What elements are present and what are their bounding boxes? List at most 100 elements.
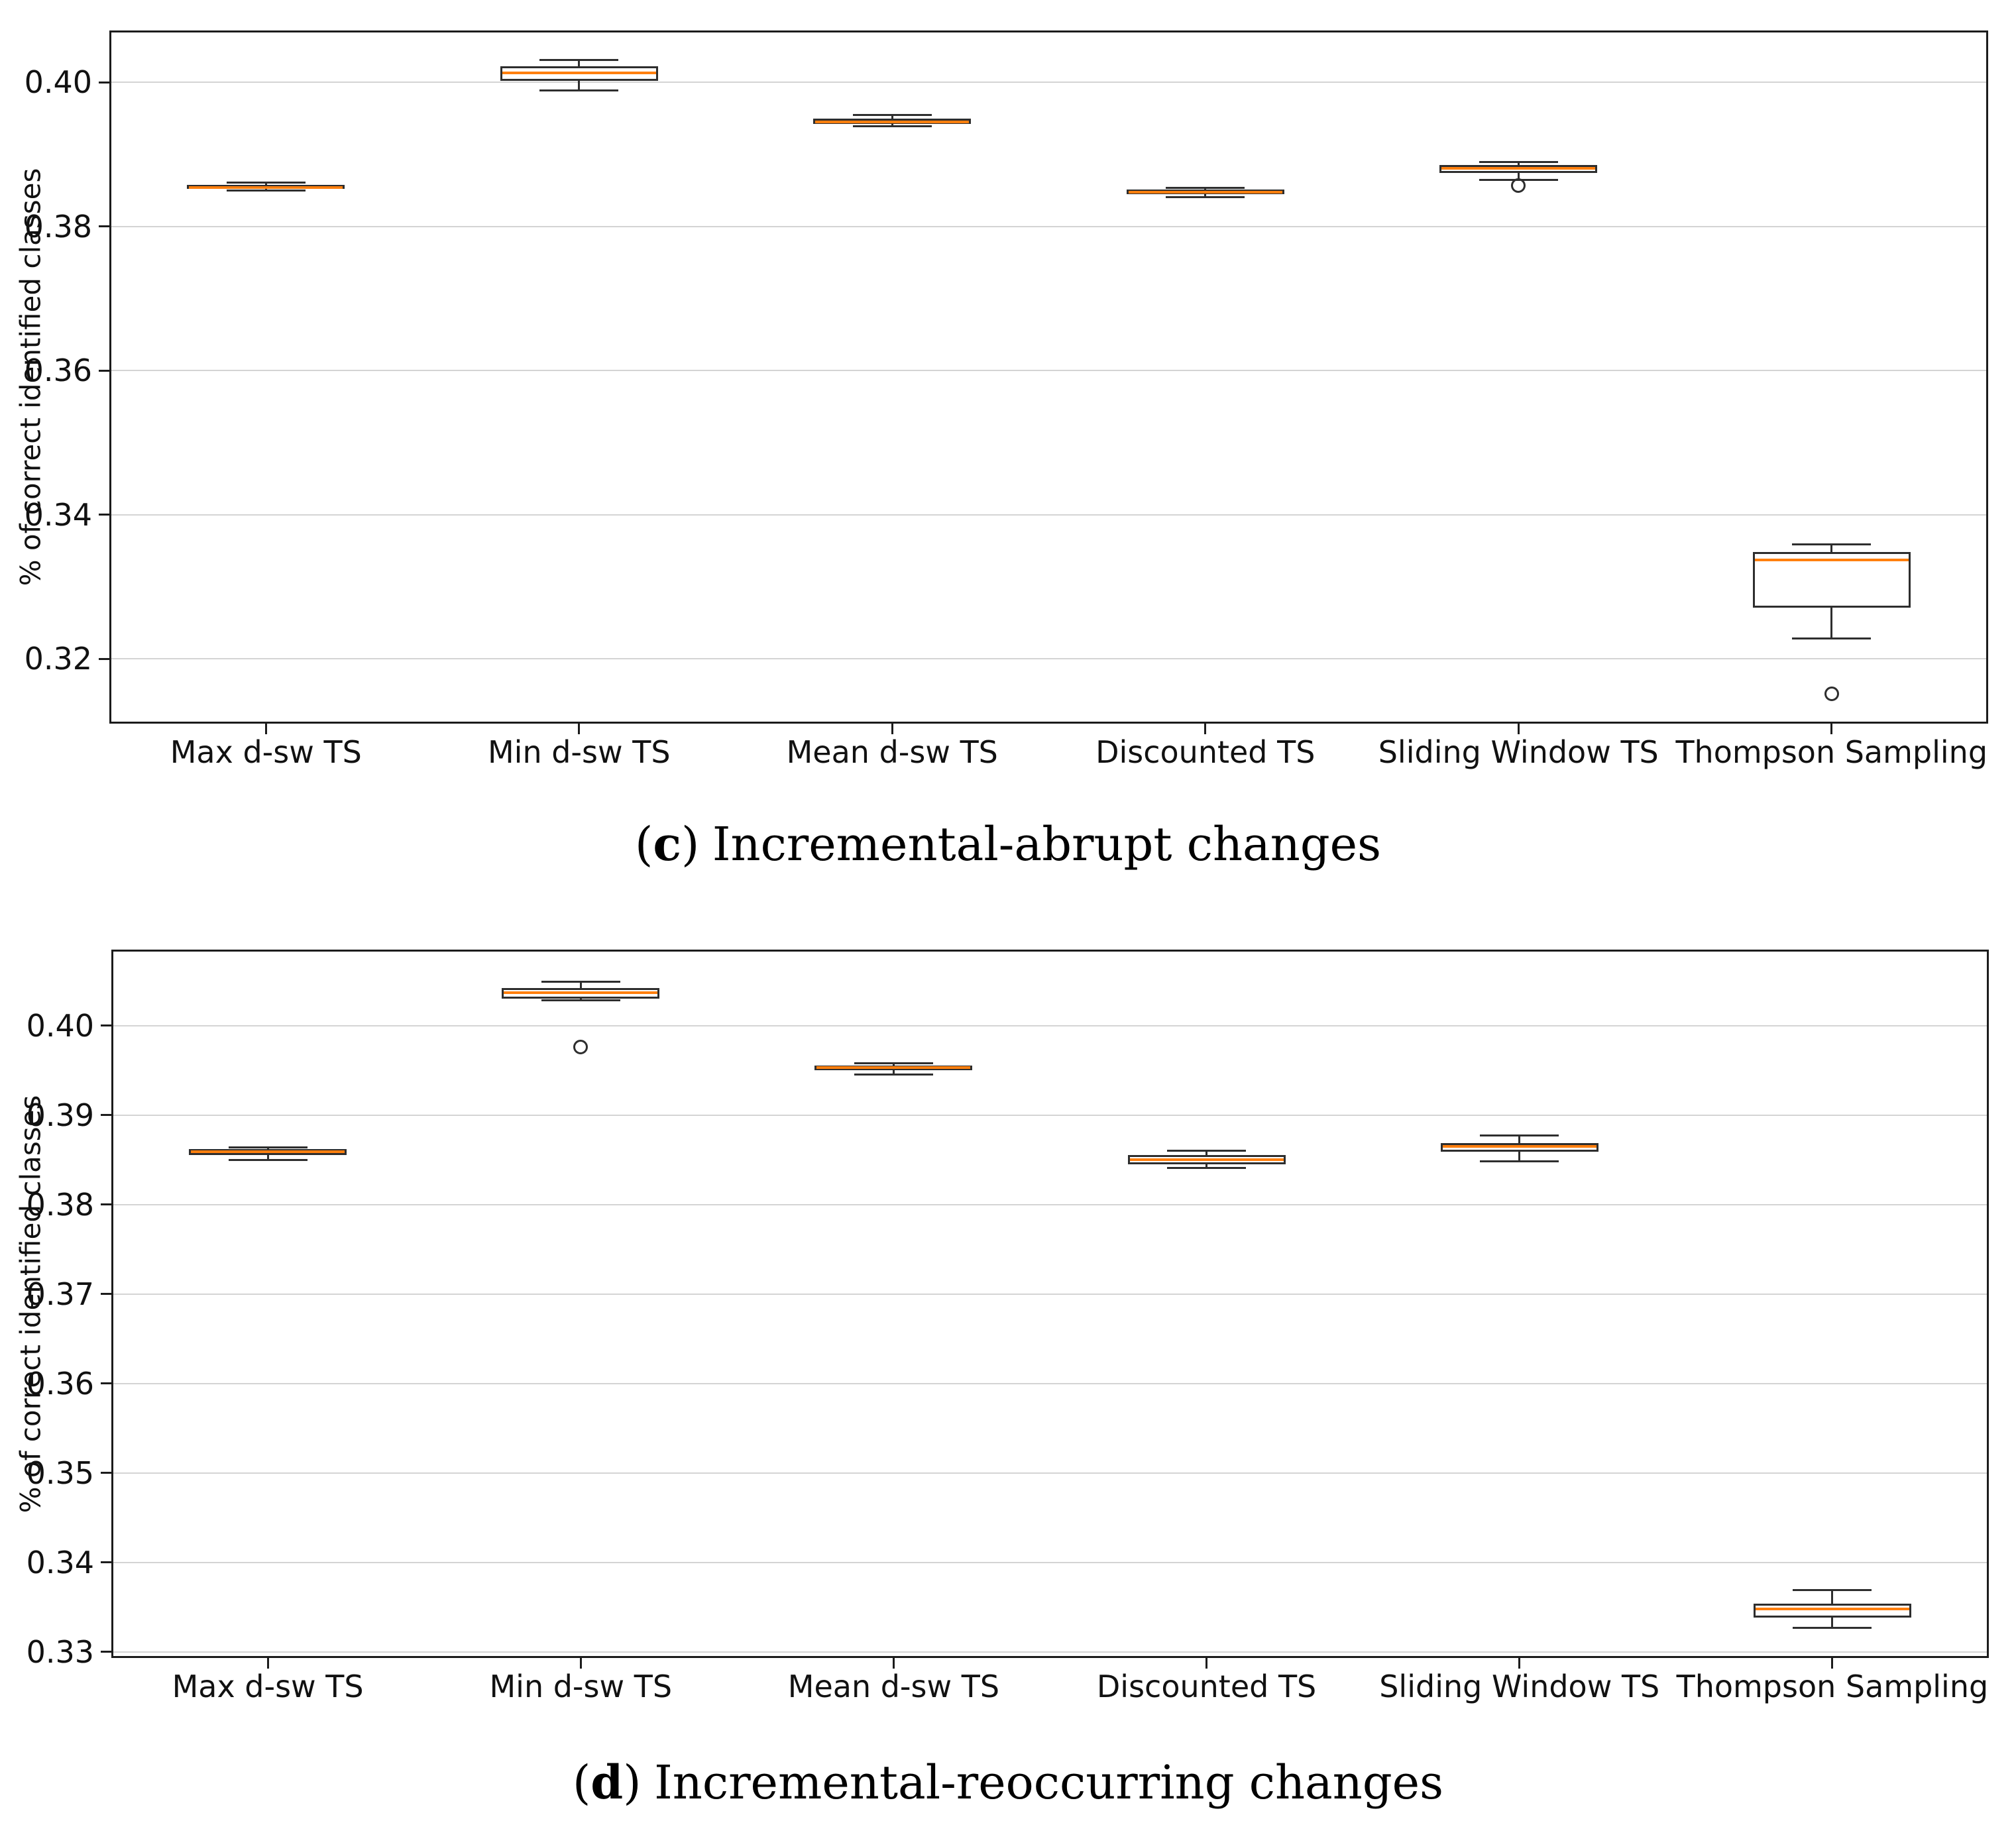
y-tick-label-d-0.38: 0.38 <box>26 1186 94 1223</box>
whisker-cap-lower-d-mean-d-sw-ts <box>854 1074 933 1076</box>
y-tick-label-c-0.32: 0.32 <box>24 641 92 677</box>
gridline-d-0.38 <box>113 1203 1987 1205</box>
gridline-c-0.34 <box>111 514 1986 516</box>
caption-d-close-paren: ) <box>623 1755 642 1810</box>
whisker-upper-d-thompson-sampling <box>1831 1590 1834 1604</box>
whisker-upper-c-max-d-sw-ts <box>264 182 267 185</box>
gridline-c-0.32 <box>111 658 1986 660</box>
y-tick-d-0.39 <box>101 1114 111 1117</box>
whisker-lower-c-min-d-sw-ts <box>578 81 581 91</box>
x-tick-d-min-d-sw-ts <box>579 1658 582 1669</box>
whisker-cap-lower-d-discounted-ts <box>1167 1166 1247 1169</box>
x-tick-c-discounted-ts <box>1204 724 1207 734</box>
caption-c-close-paren: ) <box>681 817 700 871</box>
whisker-cap-lower-d-thompson-sampling <box>1793 1626 1872 1629</box>
y-tick-d-0.37 <box>101 1293 111 1296</box>
whisker-cap-lower-d-min-d-sw-ts <box>541 999 620 1002</box>
whisker-cap-lower-c-discounted-ts <box>1166 195 1245 198</box>
caption-panel-d: (d) Incremental-reoccurring changes <box>0 1755 2016 1810</box>
y-tick-label-c-0.36: 0.36 <box>24 353 92 389</box>
gridline-d-0.37 <box>113 1293 1987 1295</box>
whisker-cap-upper-d-min-d-sw-ts <box>541 981 620 983</box>
whisker-upper-c-mean-d-sw-ts <box>891 115 893 119</box>
y-tick-c-0.34 <box>99 514 109 516</box>
gridline-c-0.40 <box>111 82 1986 83</box>
whisker-cap-upper-c-min-d-sw-ts <box>539 59 619 62</box>
whisker-cap-upper-c-thompson-sampling <box>1792 543 1872 545</box>
gridline-c-0.38 <box>111 225 1986 227</box>
x-tick-d-mean-d-sw-ts <box>892 1658 895 1669</box>
gridline-d-0.34 <box>113 1561 1987 1563</box>
x-tick-label-c-max-d-sw-ts: Max d-sw TS <box>170 734 362 770</box>
whisker-lower-c-discounted-ts <box>1204 193 1207 197</box>
gridline-d-0.40 <box>113 1024 1987 1026</box>
x-tick-c-thompson-sampling <box>1830 724 1833 734</box>
median-d-discounted-ts <box>1129 1158 1284 1162</box>
median-d-sliding-window-ts <box>1442 1144 1596 1148</box>
whisker-cap-lower-c-min-d-sw-ts <box>539 89 619 91</box>
whisker-lower-c-mean-d-sw-ts <box>891 124 893 127</box>
plot-area-panel-d <box>111 950 1989 1658</box>
y-tick-d-0.35 <box>101 1472 111 1474</box>
plot-area-panel-c <box>109 30 1988 724</box>
y-tick-label-c-0.34: 0.34 <box>24 496 92 533</box>
y-tick-label-d-0.35: 0.35 <box>26 1455 94 1491</box>
whisker-cap-lower-c-max-d-sw-ts <box>226 189 306 192</box>
caption-panel-c: (c) Incremental-abrupt changes <box>0 816 2016 871</box>
y-tick-c-0.40 <box>99 81 109 83</box>
whisker-upper-d-sliding-window-ts <box>1518 1135 1521 1143</box>
outlier-c-thompson-sampling-0 <box>1824 687 1839 702</box>
median-c-max-d-sw-ts <box>189 186 343 190</box>
y-tick-label-d-0.39: 0.39 <box>26 1097 94 1133</box>
median-d-min-d-sw-ts <box>504 991 658 994</box>
x-tick-c-sliding-window-ts <box>1517 724 1520 734</box>
median-d-max-d-sw-ts <box>191 1150 345 1154</box>
x-tick-label-d-sliding-window-ts: Sliding Window TS <box>1379 1669 1660 1704</box>
y-tick-d-0.34 <box>101 1561 111 1564</box>
y-tick-d-0.38 <box>101 1203 111 1206</box>
x-tick-c-max-d-sw-ts <box>264 724 267 734</box>
box-d-thompson-sampling <box>1753 1603 1911 1618</box>
whisker-cap-lower-d-sliding-window-ts <box>1480 1160 1559 1163</box>
caption-d-open-paren: ( <box>572 1755 591 1810</box>
whisker-cap-upper-c-sliding-window-ts <box>1479 161 1558 164</box>
x-tick-label-c-thompson-sampling: Thompson Sampling <box>1675 734 1988 770</box>
whisker-upper-d-discounted-ts <box>1205 1150 1208 1156</box>
gridline-d-0.36 <box>113 1382 1987 1384</box>
median-c-mean-d-sw-ts <box>815 121 970 124</box>
whisker-cap-upper-d-mean-d-sw-ts <box>854 1062 933 1064</box>
y-tick-c-0.38 <box>99 225 109 228</box>
x-tick-label-d-min-d-sw-ts: Min d-sw TS <box>489 1669 673 1704</box>
x-tick-label-c-sliding-window-ts: Sliding Window TS <box>1378 734 1659 770</box>
median-c-thompson-sampling <box>1754 559 1909 562</box>
whisker-cap-upper-c-mean-d-sw-ts <box>852 113 932 116</box>
y-tick-label-d-0.33: 0.33 <box>26 1633 94 1670</box>
y-tick-label-d-0.34: 0.34 <box>26 1544 94 1580</box>
gridline-c-0.36 <box>111 370 1986 372</box>
x-tick-d-thompson-sampling <box>1831 1658 1834 1669</box>
x-tick-label-c-min-d-sw-ts: Min d-sw TS <box>487 734 671 770</box>
y-tick-label-c-0.38: 0.38 <box>24 208 92 245</box>
whisker-lower-d-max-d-sw-ts <box>266 1155 269 1160</box>
whisker-cap-lower-d-max-d-sw-ts <box>228 1158 308 1161</box>
x-tick-label-d-thompson-sampling: Thompson Sampling <box>1676 1669 1989 1704</box>
x-tick-d-max-d-sw-ts <box>266 1658 269 1669</box>
whisker-cap-upper-d-max-d-sw-ts <box>228 1146 308 1148</box>
whisker-lower-d-discounted-ts <box>1205 1164 1208 1168</box>
whisker-lower-c-sliding-window-ts <box>1517 173 1520 180</box>
whisker-cap-upper-d-discounted-ts <box>1167 1150 1247 1152</box>
whisker-upper-c-discounted-ts <box>1204 188 1207 190</box>
whisker-cap-upper-c-max-d-sw-ts <box>226 181 306 184</box>
x-tick-d-sliding-window-ts <box>1518 1658 1521 1669</box>
whisker-lower-d-thompson-sampling <box>1831 1618 1834 1628</box>
gridline-d-0.39 <box>113 1114 1987 1116</box>
outlier-d-min-d-sw-ts-0 <box>573 1040 588 1055</box>
gridline-d-0.35 <box>113 1472 1987 1474</box>
y-tick-label-c-0.40: 0.40 <box>24 64 92 101</box>
whisker-lower-d-sliding-window-ts <box>1518 1152 1521 1162</box>
median-c-sliding-window-ts <box>1441 166 1596 170</box>
y-tick-label-d-0.37: 0.37 <box>26 1276 94 1312</box>
whisker-upper-c-sliding-window-ts <box>1517 162 1520 166</box>
x-tick-c-min-d-sw-ts <box>578 724 581 734</box>
x-tick-c-mean-d-sw-ts <box>891 724 893 734</box>
